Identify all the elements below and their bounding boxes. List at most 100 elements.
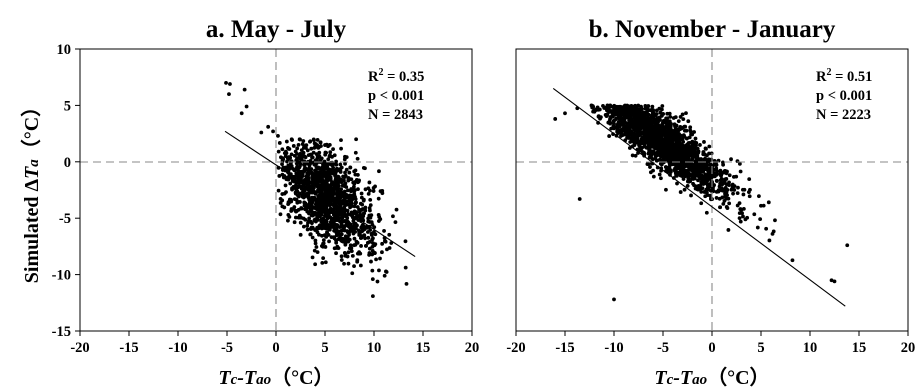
panel-b-point xyxy=(696,172,700,177)
panel-b-point xyxy=(668,114,673,119)
panel-b-point xyxy=(721,162,726,167)
panel-b-point xyxy=(664,141,669,146)
panel-a-point xyxy=(347,197,352,201)
panel-a-point xyxy=(327,188,332,192)
panel-a-point xyxy=(337,201,342,206)
panel-b-point xyxy=(731,191,735,196)
panel-a-point xyxy=(294,166,299,171)
panel-b-point xyxy=(615,123,619,127)
panel-a-point xyxy=(346,261,351,266)
panel-b-point xyxy=(679,142,684,147)
panel-a-y-tick-label: 0 xyxy=(64,155,71,171)
panel-a-point xyxy=(279,155,283,160)
panel-a-point xyxy=(318,194,323,199)
panel-b-point xyxy=(708,174,713,178)
panel-a-point xyxy=(330,210,335,214)
panel-a-point xyxy=(332,219,336,224)
panel-a-point xyxy=(310,255,315,260)
panel-a-point xyxy=(321,216,326,221)
panel-b-point xyxy=(663,165,668,169)
panel-a-x-tick-label: -5 xyxy=(221,340,233,356)
panel-b-point xyxy=(761,203,766,208)
panel-a-point xyxy=(331,225,336,230)
panel-b-point xyxy=(721,188,726,193)
panel-b-point xyxy=(663,134,668,139)
panel-a-point xyxy=(298,220,303,225)
panel-a-point xyxy=(324,175,329,180)
panel-a-point xyxy=(296,215,301,220)
panel-a-point xyxy=(370,294,375,299)
panel-a-point xyxy=(359,191,364,196)
panel-a-point xyxy=(297,183,302,188)
panel-a-x-tick-label: -10 xyxy=(168,340,187,356)
panel-b-point xyxy=(637,141,642,146)
panel-b-point xyxy=(647,142,652,147)
panel-a-point xyxy=(276,149,281,154)
panel-a-point xyxy=(320,261,325,265)
panel-a-point xyxy=(320,182,325,187)
panel-a-point xyxy=(387,232,392,237)
panel-a-point xyxy=(327,239,331,244)
panel-b-point xyxy=(687,135,692,140)
panel-b-point xyxy=(719,173,723,178)
panel-b-point xyxy=(673,150,678,155)
panel-b-point xyxy=(696,162,701,166)
panel-b-point xyxy=(611,125,616,129)
panel-a-point xyxy=(404,282,409,286)
panel-b-point xyxy=(735,203,740,208)
panel-b-r2: R2 = 0.51 xyxy=(816,67,872,85)
panel-b-point xyxy=(666,145,670,150)
panel-a-point xyxy=(345,218,350,223)
panel-b-point xyxy=(653,156,658,161)
panel-a-point xyxy=(244,104,249,109)
panel-a-point xyxy=(302,166,307,171)
panel-a-point xyxy=(377,169,381,174)
panel-a-point xyxy=(351,217,356,222)
panel-b-point xyxy=(651,174,656,179)
panel-a-point xyxy=(300,142,305,147)
panel-a-x-ticks: -20 -15 -10 -5 0 5 10 15 20 xyxy=(70,331,479,356)
panel-a-point xyxy=(367,213,372,218)
panel-b-point xyxy=(652,151,657,155)
panel-a-points xyxy=(224,80,409,299)
panel-a-point xyxy=(334,233,339,238)
panel-b-point xyxy=(727,183,731,188)
panel-b-point xyxy=(627,146,632,150)
panel-a-point xyxy=(338,162,343,167)
panel-b-point xyxy=(702,189,707,194)
panel-a-point xyxy=(305,148,310,153)
panel-b-point xyxy=(790,258,795,263)
panel-b-point xyxy=(596,106,600,111)
panel-a-point xyxy=(339,258,344,262)
panel-b-point xyxy=(661,129,665,134)
panel-b-point xyxy=(636,107,641,111)
panel-a-point xyxy=(352,188,357,193)
panel-a-point xyxy=(354,239,359,244)
panel-a-point xyxy=(318,169,323,174)
panel-b-point xyxy=(692,140,697,145)
panel-a-point xyxy=(370,245,375,249)
panel-b-point xyxy=(692,154,697,159)
panel-a-point xyxy=(353,230,358,234)
panel-a-point xyxy=(339,238,344,243)
panel-a-point xyxy=(317,232,321,237)
panel-a-point xyxy=(324,142,329,147)
panel-b-point xyxy=(617,116,622,121)
panel-a-point xyxy=(312,146,317,150)
panel-a-point xyxy=(336,180,341,185)
panel-b-point xyxy=(752,212,757,217)
panel-b-point xyxy=(696,150,701,155)
panel-a-point xyxy=(357,232,362,236)
panel-a-point xyxy=(327,143,332,147)
panel-b-point xyxy=(683,157,688,162)
panel-b-point xyxy=(648,170,653,175)
panel-a-point xyxy=(316,187,320,192)
panel-a-point xyxy=(302,154,307,159)
panel-b-points xyxy=(553,103,850,302)
panel-b-point xyxy=(616,120,621,125)
panel-b-point xyxy=(832,279,837,284)
panel-a-point xyxy=(403,239,408,244)
panel-a-point xyxy=(378,256,382,261)
panel-a-point xyxy=(339,180,344,185)
panel-b-point xyxy=(616,113,621,117)
